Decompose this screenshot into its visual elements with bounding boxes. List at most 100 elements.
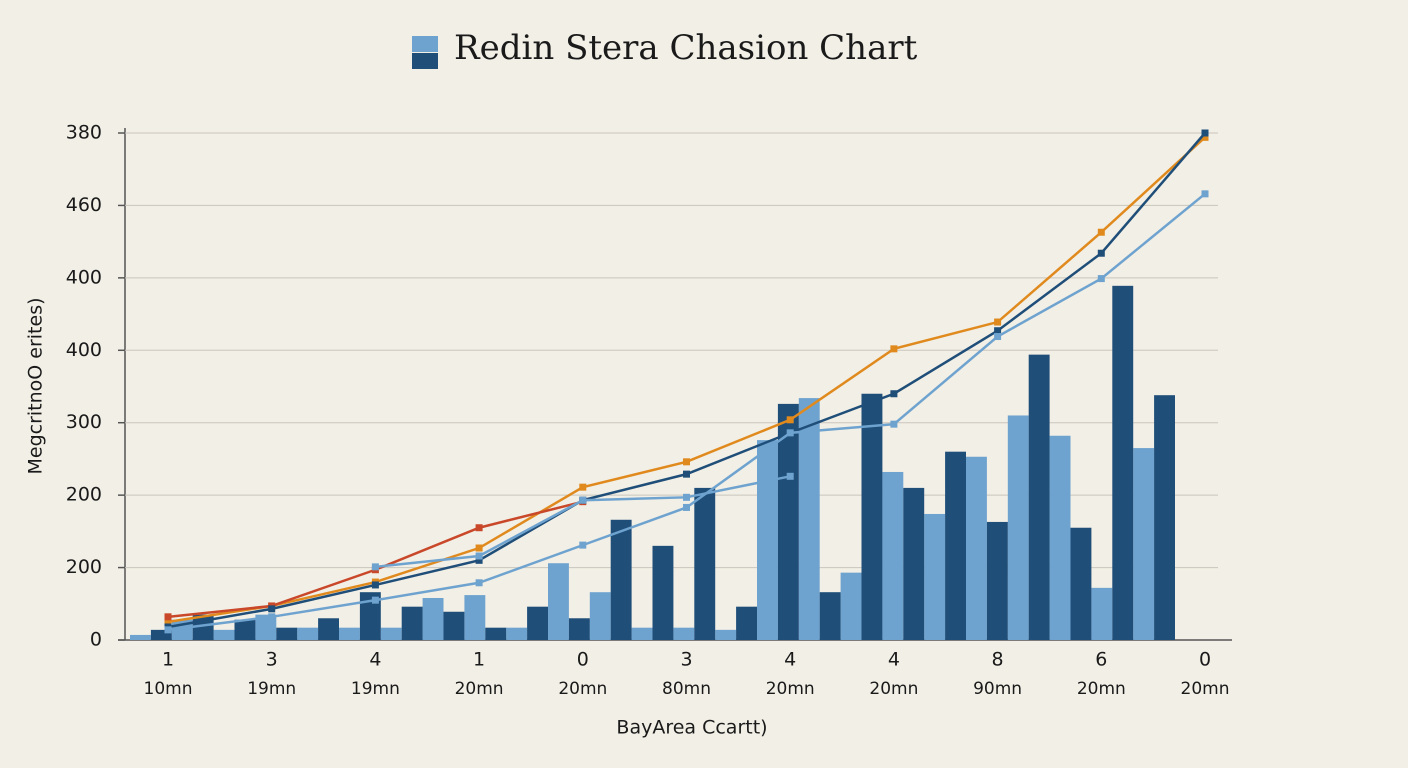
line-point	[683, 458, 690, 466]
x-tick-sublabel: 10mn	[144, 679, 193, 699]
bar	[1007, 415, 1029, 640]
x-tick-label: 4	[784, 649, 796, 671]
line-point	[1097, 249, 1105, 257]
x-tick-sublabel: 19mn	[351, 679, 400, 699]
line-point	[994, 333, 1002, 341]
line-point	[683, 493, 690, 501]
x-tick-sublabel: 80mn	[662, 679, 711, 699]
bar	[819, 592, 841, 640]
line-point	[371, 581, 379, 589]
bar	[694, 487, 716, 640]
bar	[945, 451, 966, 640]
bar	[777, 403, 799, 640]
line-point	[268, 613, 276, 621]
line-point	[1201, 133, 1209, 141]
bar	[1091, 587, 1113, 640]
line-point	[268, 605, 276, 613]
x-tick-sublabel: 20mn	[455, 679, 504, 699]
legend-swatch	[412, 36, 438, 52]
bar	[757, 440, 778, 640]
x-tick-label: 1	[473, 649, 485, 671]
line-point	[683, 470, 690, 478]
bar	[966, 456, 987, 640]
y-tick-label: 460	[66, 194, 102, 216]
x-tick-label: 6	[1095, 649, 1107, 671]
line-point	[579, 541, 587, 549]
bar	[1112, 285, 1134, 640]
bar	[903, 487, 925, 640]
line-point	[475, 579, 483, 587]
x-tick-sublabel: 20mn	[1077, 679, 1126, 699]
line-point	[475, 544, 483, 552]
x-tick-sublabel: 20mn	[558, 679, 607, 699]
x-tick-label: 0	[577, 649, 589, 671]
bar	[589, 592, 611, 640]
y-tick-label: 200	[66, 484, 102, 506]
bar	[1133, 448, 1155, 640]
line-point	[579, 496, 587, 504]
bar	[631, 627, 653, 640]
y-tick-label: 400	[66, 339, 102, 361]
bar	[986, 521, 1008, 640]
line-point	[579, 483, 587, 491]
bar	[339, 627, 360, 640]
bar	[1028, 354, 1050, 640]
line-point	[683, 503, 690, 511]
x-tick-label: 3	[266, 649, 278, 671]
bar	[422, 597, 444, 640]
line-point	[890, 420, 898, 428]
bar	[380, 627, 402, 640]
line-point	[890, 390, 898, 398]
bar	[359, 592, 381, 640]
line-point	[786, 472, 794, 480]
line-point	[994, 318, 1002, 326]
line-point	[994, 327, 1002, 335]
line-point	[890, 345, 898, 353]
bar	[443, 611, 465, 640]
bar	[276, 627, 298, 640]
bar	[736, 606, 757, 640]
line-point	[164, 618, 172, 626]
x-tick-sublabel: 90mn	[973, 679, 1022, 699]
bar	[882, 471, 904, 640]
line-point	[786, 429, 794, 437]
bar	[234, 619, 256, 640]
line-point	[1201, 190, 1209, 198]
y-tick-label: 200	[66, 556, 102, 578]
bar	[401, 606, 423, 640]
bar	[485, 627, 507, 640]
x-tick-label: 4	[369, 649, 381, 671]
line-point	[786, 416, 794, 424]
x-tick-label: 3	[680, 649, 692, 671]
line-point	[1201, 129, 1209, 137]
bar	[213, 629, 235, 640]
line-point	[371, 596, 379, 604]
bar	[840, 572, 862, 640]
line-point	[475, 524, 483, 532]
bar	[798, 398, 820, 640]
bar	[255, 614, 277, 640]
line-point	[475, 556, 483, 564]
y-tick-label: 400	[66, 266, 102, 288]
line-point	[164, 613, 172, 621]
y-axis-label: MegcritnoO erites)	[25, 297, 47, 474]
bar	[464, 595, 486, 640]
x-tick-label: 8	[992, 649, 1004, 671]
bar	[673, 627, 695, 640]
bar	[924, 513, 946, 640]
line-point	[371, 563, 379, 571]
y-tick-label: 300	[66, 411, 102, 433]
bar	[1049, 435, 1071, 640]
x-tick-sublabel: 19mn	[247, 679, 296, 699]
x-tick-label: 0	[1199, 649, 1211, 671]
bar	[652, 545, 674, 640]
x-tick-sublabel: 20mn	[869, 679, 918, 699]
chart-title: Redin Stera Chasion Chart	[454, 28, 918, 68]
bar	[297, 627, 319, 640]
line-point	[164, 626, 172, 634]
bar	[506, 627, 528, 640]
line-point	[1097, 275, 1105, 283]
legend-swatch	[412, 53, 438, 69]
